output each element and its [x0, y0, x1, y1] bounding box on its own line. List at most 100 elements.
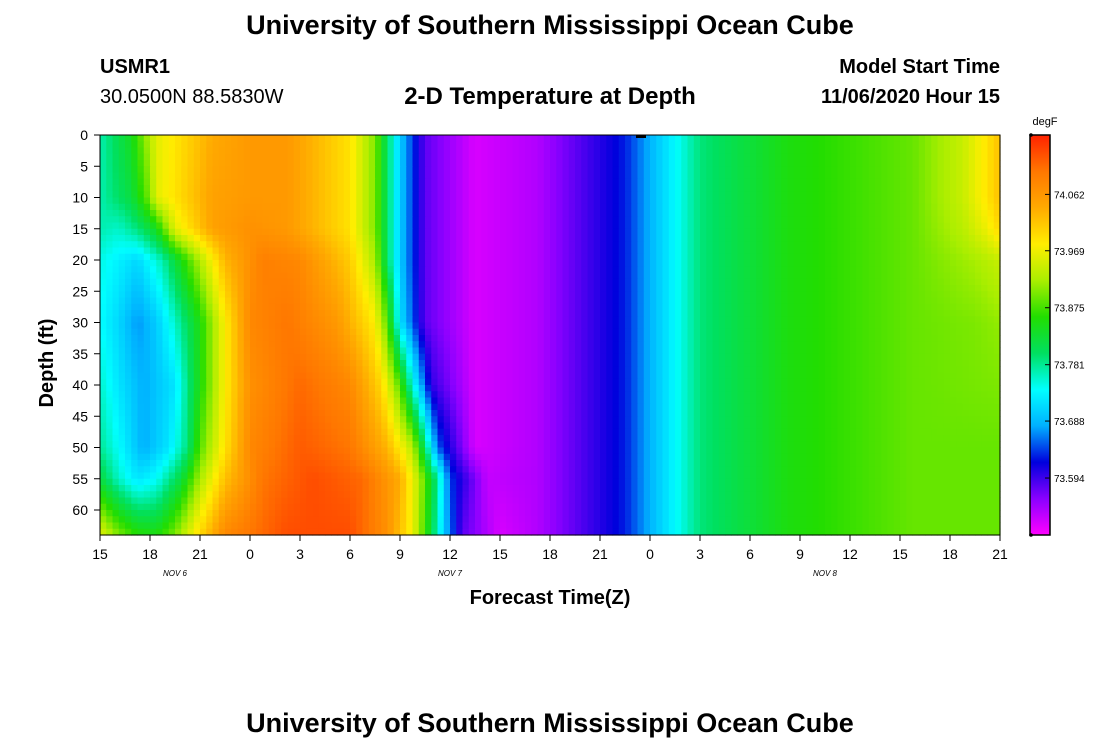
- heatmap-cell: [700, 260, 707, 267]
- heatmap-cell: [487, 160, 495, 167]
- heatmap-cell: [112, 203, 120, 211]
- heatmap-cell: [225, 260, 232, 267]
- heatmap-cell: [243, 235, 251, 242]
- heatmap-cell: [125, 135, 132, 142]
- heatmap-cell: [843, 235, 851, 242]
- heatmap-cell: [687, 253, 695, 261]
- heatmap-cell: [425, 191, 432, 199]
- heatmap-cell: [362, 310, 370, 317]
- heatmap-cell: [925, 197, 932, 205]
- heatmap-cell: [556, 303, 564, 311]
- heatmap-cell: [512, 185, 520, 192]
- heatmap-cell: [668, 297, 676, 305]
- heatmap-cell: [437, 253, 445, 261]
- heatmap-cell: [681, 316, 689, 324]
- heatmap-cell: [143, 285, 151, 292]
- heatmap-cell: [168, 147, 176, 155]
- heatmap-cell: [681, 210, 689, 217]
- heatmap-cell: [450, 197, 457, 205]
- heatmap-cell: [356, 303, 364, 311]
- heatmap-cell: [400, 210, 407, 217]
- heatmap-cell: [881, 216, 889, 224]
- heatmap-cell: [581, 241, 589, 249]
- heatmap-cell: [543, 297, 551, 305]
- heatmap-cell: [931, 322, 939, 330]
- heatmap-cell: [500, 316, 507, 324]
- heatmap-cell: [275, 135, 282, 142]
- heatmap-cell: [325, 278, 332, 286]
- heatmap-cell: [356, 153, 364, 161]
- heatmap-cell: [137, 260, 145, 267]
- heatmap-cell: [218, 266, 226, 274]
- heatmap-cell: [318, 335, 326, 342]
- heatmap-cell: [437, 297, 445, 305]
- heatmap-cell: [375, 347, 382, 355]
- heatmap-cell: [987, 228, 995, 236]
- heatmap-cell: [818, 178, 826, 186]
- heatmap-cell: [450, 160, 457, 167]
- heatmap-cell: [443, 260, 451, 267]
- heatmap-cell: [675, 341, 682, 349]
- heatmap-cell: [200, 266, 207, 274]
- heatmap-cell: [675, 266, 682, 274]
- heatmap-cell: [868, 241, 876, 249]
- heatmap-cell: [250, 310, 257, 317]
- heatmap-cell: [868, 310, 876, 317]
- heatmap-cell: [456, 191, 464, 199]
- heatmap-cell: [493, 153, 501, 161]
- heatmap-cell: [581, 222, 589, 230]
- heatmap-cell: [431, 210, 439, 217]
- heatmap-cell: [418, 278, 426, 286]
- heatmap-cell: [600, 203, 607, 211]
- heatmap-cell: [275, 310, 282, 317]
- heatmap-cell: [456, 347, 464, 355]
- heatmap-cell: [287, 203, 295, 211]
- heatmap-cell: [993, 135, 1001, 142]
- heatmap-cell: [906, 316, 914, 324]
- heatmap-cell: [631, 172, 639, 180]
- heatmap-cell: [568, 241, 576, 249]
- heatmap-cell: [837, 310, 845, 317]
- heatmap-cell: [893, 291, 901, 299]
- heatmap-cell: [662, 241, 670, 249]
- heatmap-cell: [443, 278, 451, 286]
- heatmap-cell: [131, 135, 139, 142]
- heatmap-cell: [562, 341, 570, 349]
- heatmap-cell: [200, 203, 207, 211]
- heatmap-cell: [525, 235, 532, 242]
- heatmap-cell: [925, 210, 932, 217]
- heatmap-cell: [368, 291, 376, 299]
- heatmap-cell: [250, 335, 257, 342]
- heatmap-cell: [956, 222, 964, 230]
- heatmap-cell: [575, 166, 582, 174]
- heatmap-cell: [393, 328, 401, 336]
- heatmap-cell: [643, 335, 651, 342]
- heatmap-cell: [231, 160, 239, 167]
- heatmap-cell: [912, 166, 920, 174]
- heatmap-cell: [943, 253, 951, 261]
- heatmap-cell: [693, 322, 701, 330]
- heatmap-cell: [668, 203, 676, 211]
- heatmap-cell: [681, 135, 689, 142]
- heatmap-cell: [293, 328, 301, 336]
- heatmap-cell: [112, 303, 120, 311]
- heatmap-cell: [418, 297, 426, 305]
- heatmap-cell: [631, 291, 639, 299]
- heatmap-cell: [381, 166, 389, 174]
- heatmap-cell: [756, 291, 764, 299]
- heatmap-cell: [143, 153, 151, 161]
- heatmap-cell: [543, 285, 551, 292]
- heatmap-cell: [887, 328, 895, 336]
- heatmap-cell: [325, 216, 332, 224]
- heatmap-cell: [631, 210, 639, 217]
- heatmap-cell: [212, 247, 220, 255]
- heatmap-cell: [743, 235, 751, 242]
- heatmap-cell: [343, 228, 351, 236]
- heatmap-cell: [275, 247, 282, 255]
- heatmap-cell: [131, 185, 139, 192]
- heatmap-cell: [706, 310, 714, 317]
- heatmap-cell: [337, 272, 345, 280]
- heatmap-cell: [481, 310, 489, 317]
- heatmap-cell: [606, 278, 614, 286]
- heatmap-cell: [531, 210, 539, 217]
